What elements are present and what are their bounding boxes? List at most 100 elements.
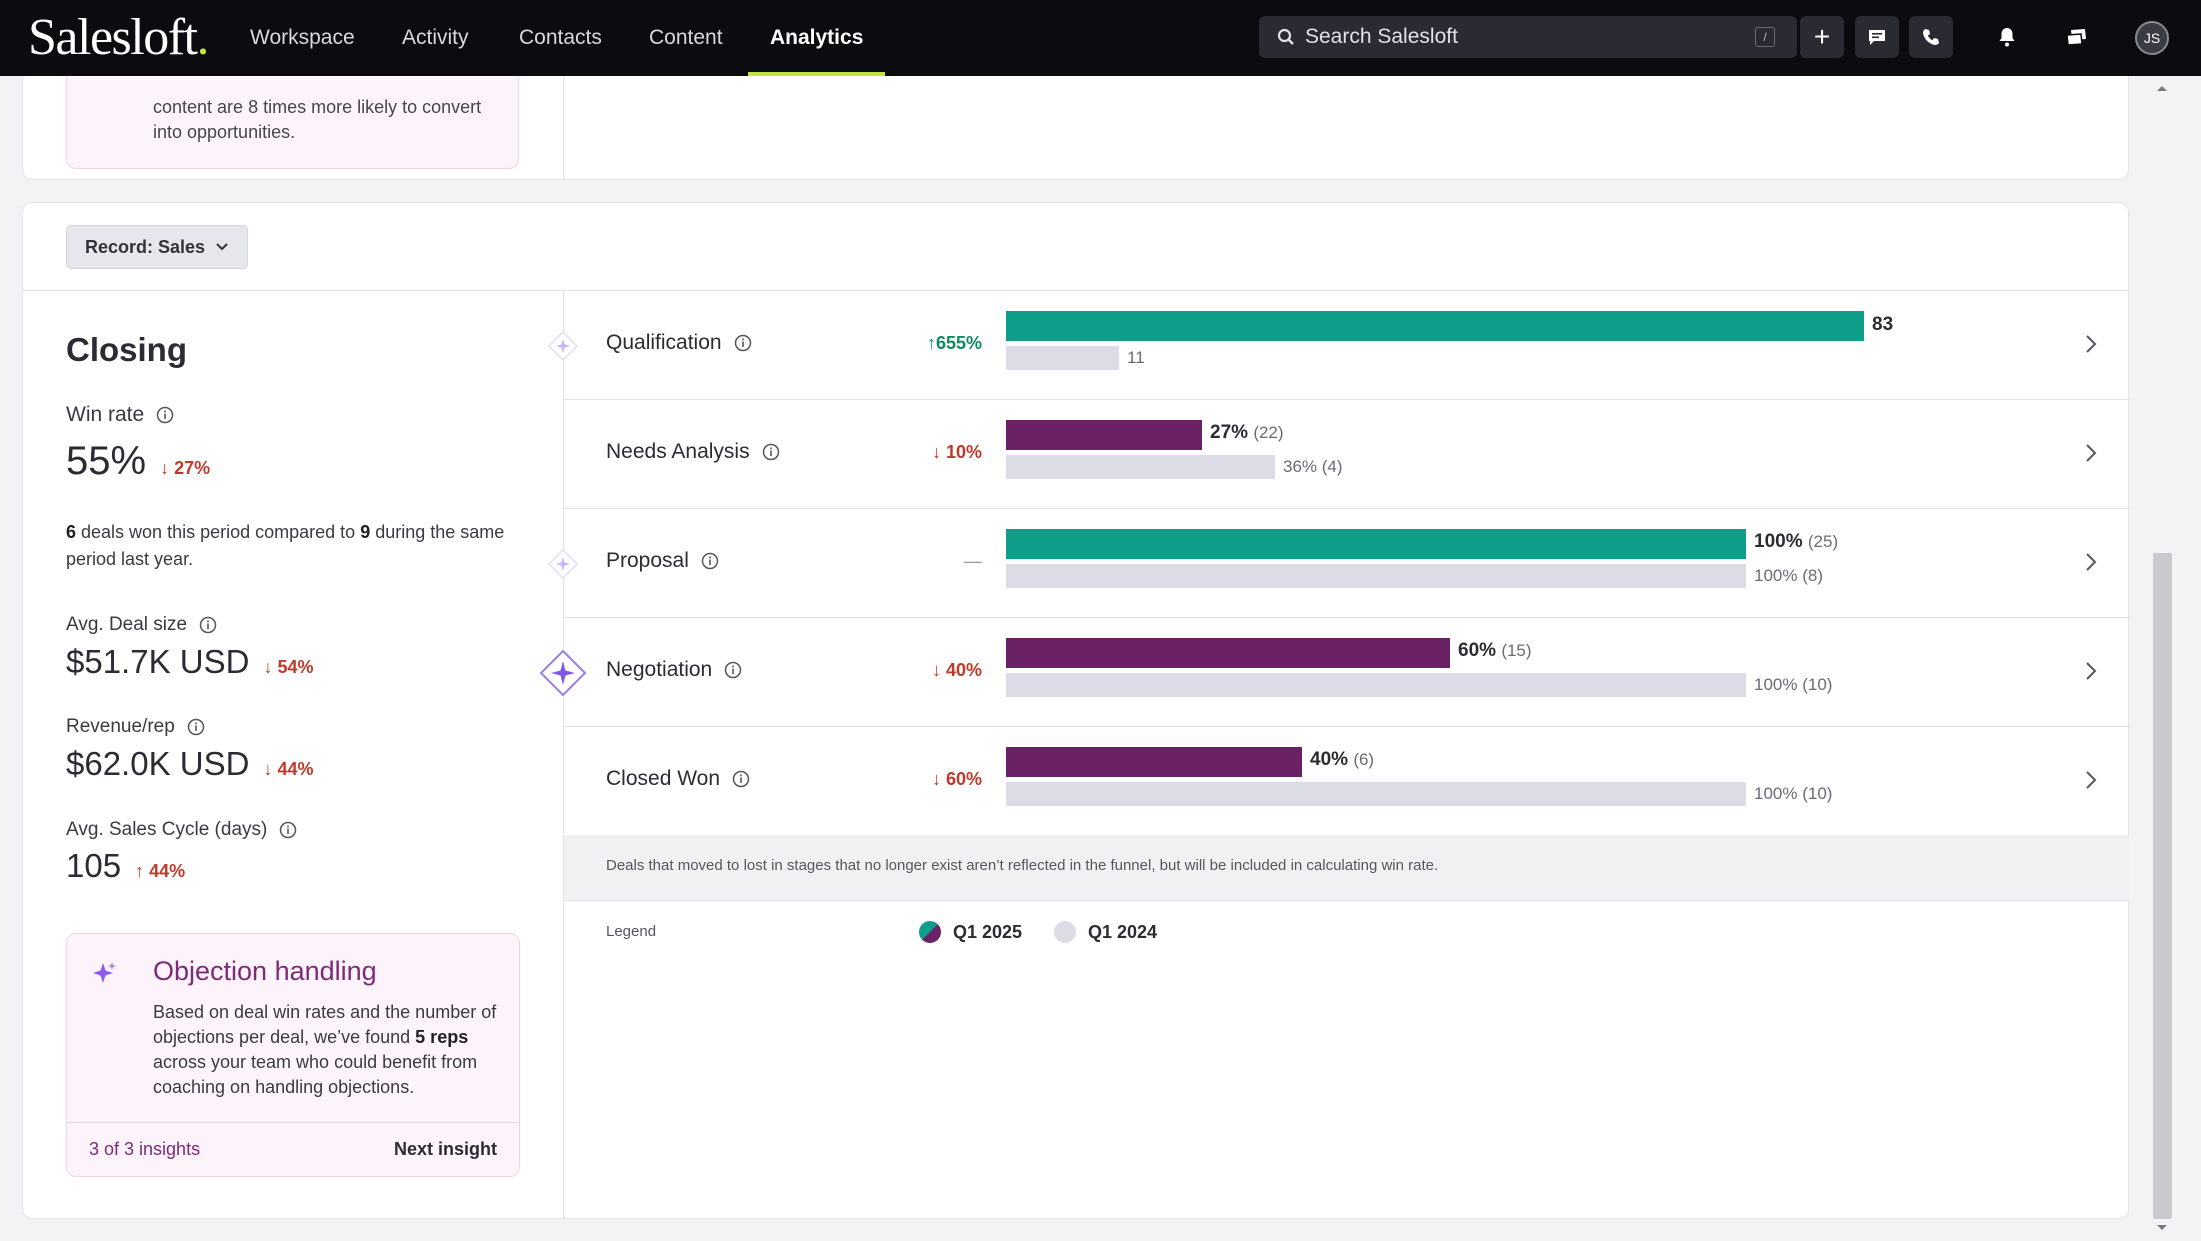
chevron-right-icon[interactable] — [2084, 442, 2098, 464]
legend-swatch-previous — [1054, 921, 1076, 943]
notifications-button[interactable] — [1992, 22, 2022, 52]
bar-previous-label: 100% (10) — [1754, 675, 1833, 694]
search-icon — [1277, 28, 1294, 45]
scrollbar-thumb[interactable] — [2153, 553, 2172, 1219]
bar-current-count: (15) — [1501, 641, 1532, 660]
chevron-right-icon[interactable] — [2084, 660, 2098, 682]
stage-name-text: Needs Analysis — [606, 440, 750, 463]
bar-current-label: 100% (25) — [1754, 531, 1838, 553]
bar-current-value: 27% — [1210, 422, 1249, 443]
insight-title: Objection handling — [153, 956, 377, 986]
nav-content[interactable]: Content — [649, 26, 723, 49]
bar-current — [1006, 311, 1864, 341]
add-button[interactable]: + — [1800, 16, 1844, 58]
closing-title: Closing — [66, 331, 187, 368]
info-icon[interactable] — [701, 552, 719, 570]
deal-size-label-text: Avg. Deal size — [66, 614, 188, 635]
chevron-right-icon[interactable] — [2084, 333, 2098, 355]
insight-footer: 3 of 3 insights Next insight — [67, 1122, 519, 1177]
revenue-rep-value: $62.0K USD — [66, 745, 250, 782]
cards-icon — [2066, 29, 2086, 46]
stage-name: Proposal — [606, 549, 719, 573]
insight-counter: 3 of 3 insights — [89, 1139, 201, 1159]
revenue-rep-label-text: Revenue/rep — [66, 716, 175, 737]
record-filter-dropdown[interactable]: Record: Sales — [66, 225, 249, 269]
bar-current-count: (22) — [1253, 423, 1284, 442]
bar-previous-label: 11 — [1127, 348, 1145, 367]
legend-label-previous: Q1 2024 — [1088, 921, 1158, 942]
nav-activity[interactable]: Activity — [402, 26, 469, 49]
win-rate-delta: ↓ 27% — [160, 458, 211, 478]
funnel-row[interactable]: Proposal — 100% (25) 100% (8) — [547, 509, 2130, 618]
sales-cycle-delta: ↑ 44% — [135, 861, 186, 881]
info-icon[interactable] — [762, 443, 780, 461]
top-navigation: Salesloft. Workspace Activity Contacts C… — [0, 0, 2201, 76]
info-icon[interactable] — [732, 770, 750, 788]
funnel-note: Deals that moved to lost in stages that … — [564, 835, 2130, 901]
funnel-row[interactable]: Needs Analysis ↓ 10% 27% (22) 36% (4) — [564, 400, 2130, 509]
closing-card: Record: Sales Closing Win rate 55% ↓ 27%… — [22, 202, 2130, 1220]
search-placeholder: Search Salesloft — [1305, 25, 1458, 48]
funnel-row[interactable]: Closed Won ↓ 60% 40% (6) 100% (10) — [564, 727, 2130, 836]
deal-size-delta: ↓ 54% — [263, 657, 314, 677]
scroll-up-arrow[interactable] — [2154, 82, 2170, 94]
legend-item-previous: Q1 2024 — [1054, 921, 1157, 943]
info-icon[interactable] — [724, 661, 742, 679]
bar-previous — [1006, 455, 1275, 479]
info-icon[interactable] — [199, 616, 217, 634]
search-input[interactable]: Search Salesloft / — [1259, 16, 1797, 58]
scroll-down-arrow[interactable] — [2154, 1222, 2170, 1234]
ai-sparkle-badge-icon — [547, 548, 579, 580]
nav-contacts[interactable]: Contacts — [519, 26, 602, 49]
sales-cycle-value-row: 105 ↑ 44% — [66, 847, 185, 885]
next-insight-button[interactable]: Next insight — [393, 1139, 497, 1159]
ai-sparkle-badge-icon — [547, 330, 579, 362]
nav-workspace[interactable]: Workspace — [250, 26, 355, 49]
stage-name: Closed Won — [606, 767, 750, 791]
funnel-row[interactable]: Qualification ↑655% 83 11 — [547, 291, 2130, 400]
info-icon[interactable] — [187, 718, 205, 736]
phone-button[interactable] — [1909, 16, 1953, 58]
bar-current — [1006, 638, 1450, 668]
win-summary: 6 deals won this period compared to 9 du… — [66, 522, 505, 569]
bar-previous — [1006, 564, 1746, 588]
nav-analytics[interactable]: Analytics — [747, 0, 886, 76]
divider — [563, 77, 564, 181]
bar-previous — [1006, 673, 1746, 697]
record-filter-label: Record: Sales — [85, 236, 206, 257]
legend-swatch-current — [919, 921, 941, 943]
stage-delta: ↑655% — [926, 333, 982, 353]
revenue-rep-label: Revenue/rep — [66, 716, 205, 738]
sales-cycle-value: 105 — [66, 847, 122, 884]
user-avatar[interactable]: JS — [2135, 21, 2169, 55]
stage-name-text: Closed Won — [606, 767, 721, 790]
info-icon[interactable] — [279, 821, 297, 839]
objection-insight-card: Objection handling Based on deal win rat… — [66, 933, 520, 1177]
bar-previous-label: 36% (4) — [1283, 457, 1343, 476]
legend-label-current: Q1 2025 — [953, 921, 1023, 942]
insight-body: Based on deal win rates and the number o… — [153, 1002, 497, 1097]
messages-button[interactable] — [1855, 16, 1899, 58]
funnel-row[interactable]: Negotiation ↓ 40% 60% (15) 100% (10) — [539, 618, 2130, 727]
win-rate-label: Win rate — [66, 403, 174, 427]
ai-sparkle-badge-icon[interactable] — [538, 648, 588, 698]
bar-current-count: (25) — [1807, 532, 1839, 551]
info-icon[interactable] — [734, 334, 752, 352]
cadence-button[interactable] — [2062, 22, 2092, 52]
chevron-right-icon[interactable] — [2084, 769, 2098, 791]
salesloft-logo[interactable]: Salesloft. — [28, 9, 209, 66]
revenue-rep-delta: ↓ 44% — [263, 759, 314, 779]
previous-insight-text: content are 8 times more likely to conve… — [66, 77, 519, 169]
bar-previous-label: 100% (8) — [1754, 566, 1823, 585]
stage-delta: ↓ 40% — [931, 660, 982, 680]
deal-size-value-row: $51.7K USD ↓ 54% — [66, 643, 313, 681]
bar-current — [1006, 747, 1302, 777]
info-icon[interactable] — [156, 406, 174, 424]
bar-previous — [1006, 346, 1119, 370]
deal-size-label: Avg. Deal size — [66, 614, 217, 636]
deal-size-value: $51.7K USD — [66, 643, 250, 680]
stage-name-text: Negotiation — [606, 658, 713, 681]
chevron-right-icon[interactable] — [2084, 551, 2098, 573]
bar-current-value: 83 — [1872, 314, 1894, 335]
chat-icon — [1869, 30, 1885, 45]
